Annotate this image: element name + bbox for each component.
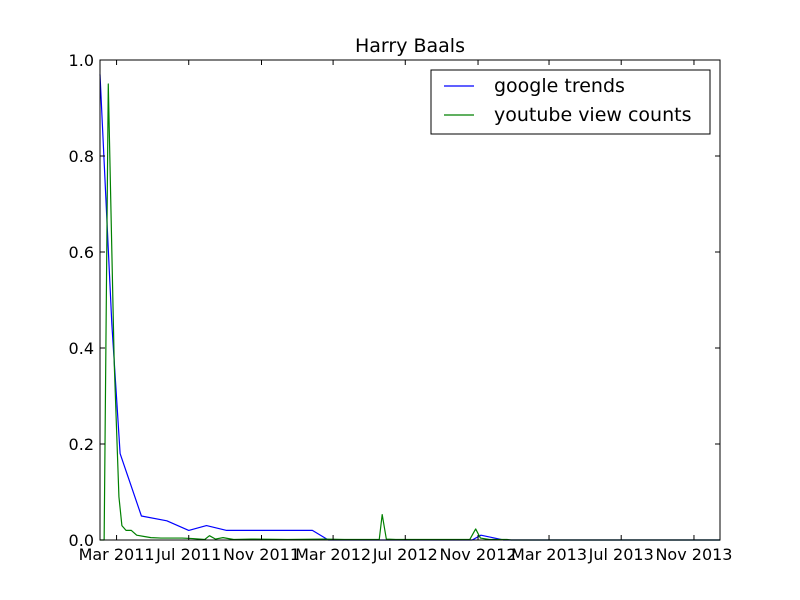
x-tick-label: Mar 2011 xyxy=(79,545,155,564)
y-tick-label: 0.0 xyxy=(69,531,94,550)
y-tick-label: 0.2 xyxy=(69,435,94,454)
plot-frame xyxy=(99,59,721,541)
x-tick-label: Mar 2012 xyxy=(295,545,371,564)
legend: google trends youtube view counts xyxy=(430,69,711,135)
x-tick-label: Nov 2012 xyxy=(440,545,517,564)
chart-title: Harry Baals xyxy=(355,35,465,57)
legend-label: youtube view counts xyxy=(494,104,692,126)
series-line-google-trends xyxy=(99,74,720,541)
legend-box xyxy=(430,69,711,135)
x-tick-label: Nov 2011 xyxy=(223,545,300,564)
y-tick-label: 1.0 xyxy=(69,51,94,70)
x-tick-label: Jul 2012 xyxy=(372,545,438,564)
y-tick-label: 0.6 xyxy=(69,243,94,262)
y-tick-label: 0.4 xyxy=(69,339,94,358)
x-tick-label: Jul 2013 xyxy=(588,545,654,564)
y-tick-label: 0.8 xyxy=(69,147,94,166)
plot-area xyxy=(100,60,720,540)
legend-label: google trends xyxy=(494,75,625,97)
x-tick-label: Jul 2011 xyxy=(155,545,221,564)
x-tick-label: Mar 2013 xyxy=(511,545,587,564)
x-tick-label: Nov 2013 xyxy=(655,545,732,564)
